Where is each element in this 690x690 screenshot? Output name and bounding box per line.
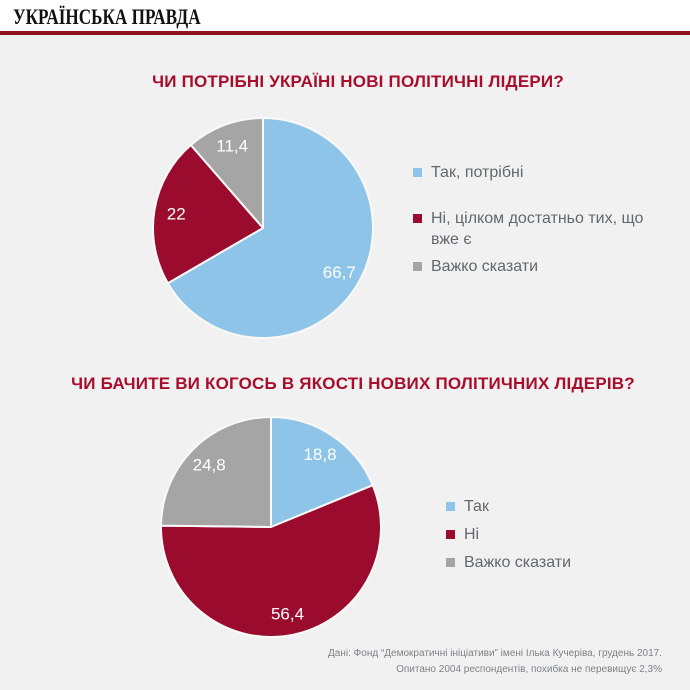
chart-2-title: ЧИ БАЧИТЕ ВИ КОГОСЬ В ЯКОСТІ НОВИХ ПОЛІТ… (71, 374, 635, 393)
source-line-1: Дані: Фонд “Демократичні ініціативи” іме… (328, 648, 662, 659)
legend-label: Ні (464, 526, 480, 543)
chart-1-legend: Так, потрібні Ні, цілком достатньо тих, щ… (413, 162, 648, 277)
pie-slice-value-label: 22 (167, 205, 186, 224)
legend-item: Так (446, 496, 666, 517)
pie-slice-value-label: 18,8 (303, 445, 336, 464)
legend-label: Так (464, 498, 489, 515)
masthead: УКРАЇНСЬКА ПРАВДА (0, 0, 690, 35)
legend-item: Так, потрібні (413, 162, 648, 183)
legend-swatch-icon (446, 530, 455, 539)
chart-1-title: ЧИ ПОТРІБНІ УКРАЇНІ НОВІ ПОЛІТИЧНІ ЛІДЕР… (152, 72, 564, 91)
legend-item: Ні, цілком достатньо тих, що вже є (413, 208, 648, 250)
pie-chart-1: 66,7 22 11,4 (152, 117, 374, 339)
pie-slice (166, 117, 374, 339)
pie-slice-value-label: 11,4 (216, 137, 248, 156)
legend-label: Так, потрібні (431, 164, 524, 181)
legend-swatch-icon (413, 168, 422, 177)
legend-swatch-icon (413, 262, 422, 271)
legend-swatch-icon (446, 558, 455, 567)
legend-label: Ні, цілком достатньо тих, що вже є (431, 210, 644, 248)
pie-slice (160, 416, 272, 528)
legend-item: Ні (446, 524, 666, 545)
pie-slice (160, 484, 382, 638)
ukrainska-pravda-logo: УКРАЇНСЬКА ПРАВДА (13, 4, 201, 29)
legend-label: Важко сказати (431, 258, 539, 275)
pie-slice-value-label: 56,4 (271, 604, 304, 623)
legend-swatch-icon (413, 214, 422, 223)
legend-item: Важко сказати (413, 256, 648, 277)
source-note: Дані: Фонд “Демократичні ініціативи” іме… (328, 646, 662, 678)
legend-label: Важко сказати (464, 554, 572, 571)
pie-slice (270, 416, 374, 528)
pie-slice (152, 143, 264, 285)
pie-slice-value-label: 24,8 (193, 455, 226, 474)
chart-2-legend: Так Ні Важко сказати (446, 496, 666, 580)
legend-swatch-icon (446, 502, 455, 511)
pie-slice-value-label: 66,7 (323, 263, 356, 282)
source-line-2: Опитано 2004 респондентів, похибка не пе… (396, 664, 662, 675)
pie-chart-2: 18,8 56,4 24,8 (160, 416, 382, 638)
legend-item: Важко сказати (446, 552, 666, 573)
pie-slice (189, 117, 264, 229)
